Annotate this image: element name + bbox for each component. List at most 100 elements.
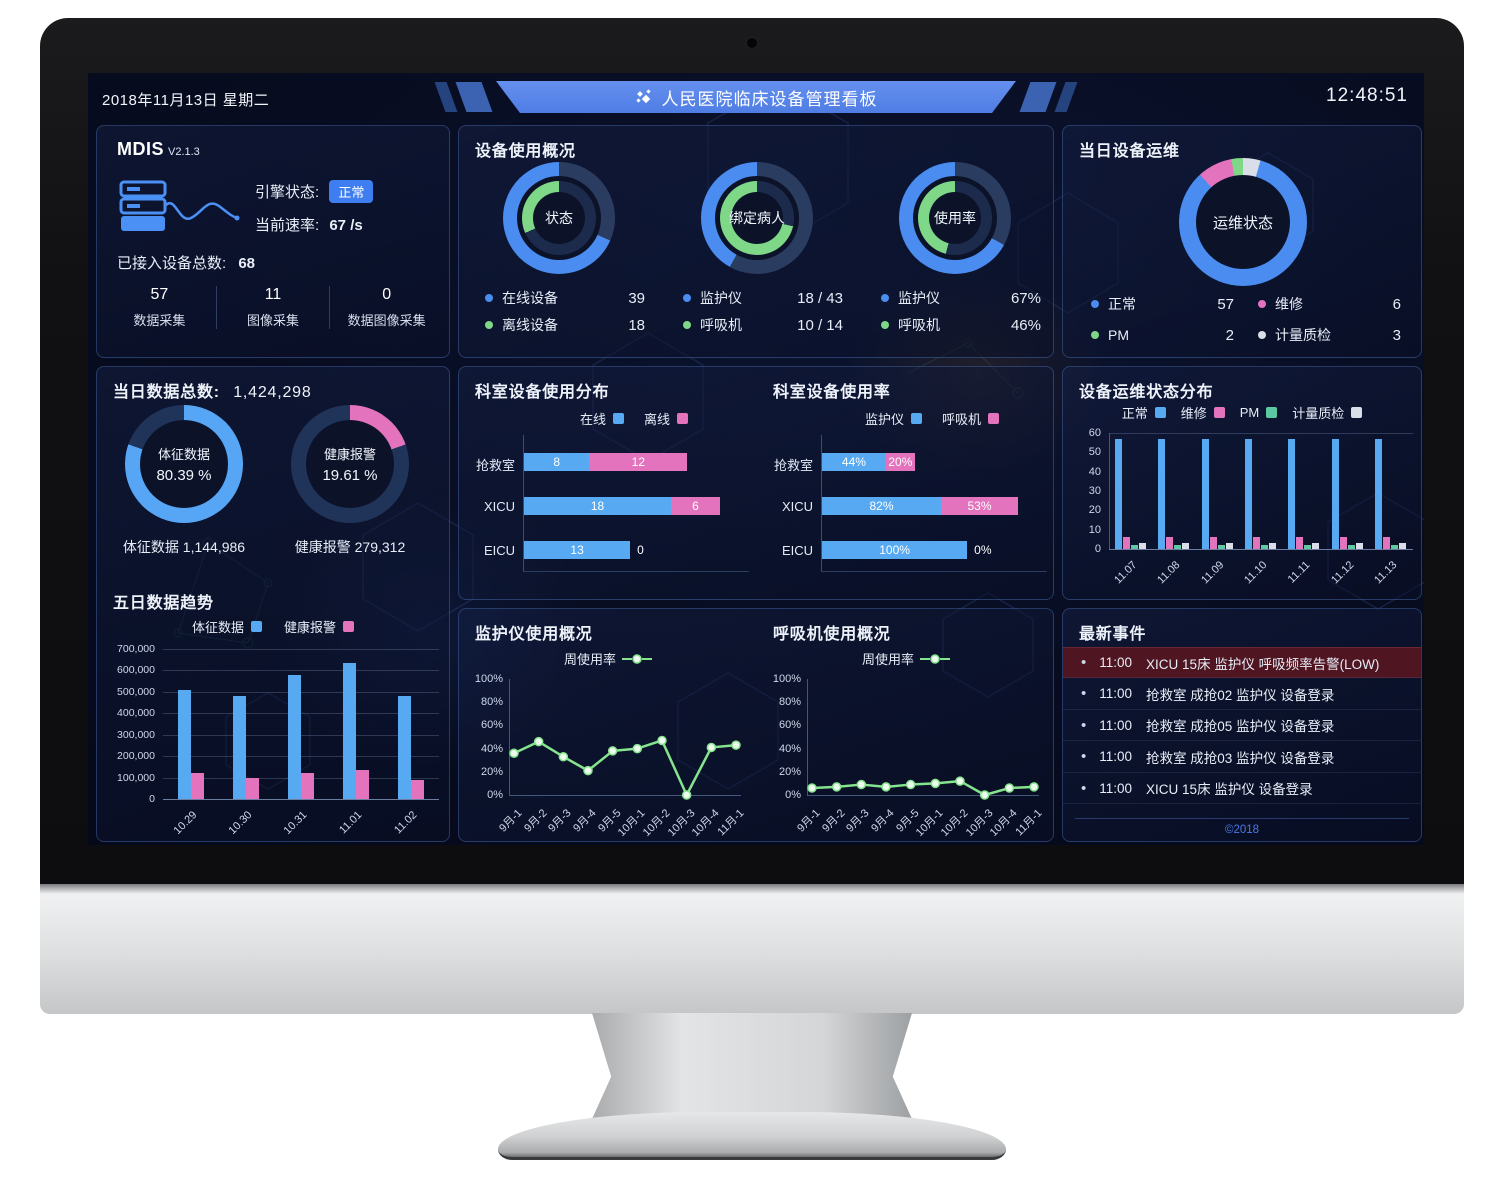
ops-legend-item[interactable]: PM 2 — [1091, 325, 1234, 345]
panel-ops-today: 当日设备运维 运维状态 正常 57 维修 6 PM 2 计量质检 3 — [1062, 125, 1422, 358]
bar-正常 — [1245, 438, 1252, 549]
blue-dot-icon — [881, 294, 889, 302]
y-tick-label: 100,000 — [117, 771, 155, 784]
legend-label: 维修 — [1180, 406, 1207, 421]
legend-value: 18 / 43 — [797, 289, 843, 307]
data-today-title: 当日数据总数: 1,424,298 — [113, 378, 312, 402]
donut-legend-item[interactable]: 监护仪 18 / 43 — [683, 288, 843, 308]
donut-cover — [929, 192, 981, 244]
event-time: 11:00 — [1099, 717, 1133, 733]
y-axis-line — [821, 435, 822, 571]
hbar-series-b — [671, 497, 720, 515]
x-axis-line — [523, 571, 749, 572]
y-tick-label: 20 — [1088, 504, 1101, 517]
ops-legend-item[interactable]: 正常 57 — [1091, 294, 1234, 314]
donut-legend-item[interactable]: 在线设备 39 — [485, 288, 645, 308]
donut-legend-item[interactable]: 监护仪 67% — [881, 288, 1041, 308]
event-text: XICU 15床 监护仪 呼吸频率告警(LOW) — [1146, 656, 1380, 672]
event-text: 抢救室 成抢03 监护仪 设备登录 — [1146, 750, 1335, 766]
chart-legend-item[interactable]: 离线 — [644, 409, 689, 428]
bar-health-alarm — [356, 770, 370, 799]
x-tick-label: 11.01 — [337, 809, 365, 837]
legend-label: 周使用率 — [861, 652, 914, 667]
hbar-value-b: 20% — [888, 455, 913, 469]
event-row: • 11:00 抢救室 成抢05 监护仪 设备登录 — [1063, 710, 1421, 741]
donut-chart: 状态 — [503, 162, 615, 274]
category-label: EICU — [483, 543, 515, 558]
legend-value: 67% — [1010, 289, 1041, 307]
camera-dot-icon — [747, 38, 757, 48]
header-clock: 12:48:51 — [1326, 85, 1408, 106]
bar-vital-data — [288, 674, 301, 799]
donut-legend-item[interactable]: 离线设备 18 — [485, 315, 645, 335]
y-tick-label: 20% — [480, 765, 503, 778]
legend-label: 离线 — [644, 412, 671, 427]
chart-legend-item[interactable]: 正常 — [1122, 403, 1166, 422]
chart-legend-item[interactable]: PM — [1240, 403, 1278, 422]
x-tick-label: 11.02 — [392, 809, 420, 837]
blue-dot-icon — [683, 294, 691, 302]
ops-dist-legend[interactable]: 正常 维修 PM 计量质检 — [1063, 403, 1421, 422]
bar-health-alarm — [301, 773, 314, 799]
data-today-value: 1,424,298 — [233, 384, 312, 401]
chart-legend-item[interactable]: 计量质检 — [1292, 403, 1363, 422]
line-legend[interactable]: 周使用率 — [459, 649, 757, 668]
five-day-legend[interactable]: 体征数据 健康报警 — [97, 617, 449, 636]
event-row: • 11:00 抢救室 成抢03 监护仪 设备登录 — [1063, 742, 1421, 773]
ops-status-donut: 运维状态 — [1179, 158, 1307, 286]
panel-events: 最新事件 • 11:00 XICU 15床 监护仪 呼吸频率告警(LOW) • 11:0… — [1062, 608, 1422, 842]
line-legend[interactable]: 周使用率 — [757, 649, 1055, 668]
banner-slash-decoration — [1019, 82, 1057, 112]
donut-legend-item[interactable]: 呼吸机 10 / 14 — [683, 315, 843, 335]
engine-status-label: 引擎状态: — [255, 184, 320, 201]
chart-legend-item[interactable]: 体征数据 — [192, 617, 262, 636]
banner-slash-decoration — [1054, 82, 1078, 112]
gridline — [1109, 433, 1413, 434]
chart-legend-item[interactable]: 呼吸机 — [942, 409, 1000, 428]
dept-dist-legend[interactable]: 在线 离线 — [519, 409, 749, 428]
chart-legend-item[interactable]: 维修 — [1181, 403, 1225, 422]
hbar-value-b: 53% — [967, 499, 992, 513]
ops-legend-item[interactable]: 维修 6 — [1258, 294, 1401, 314]
donut-legend-item[interactable]: 呼吸机 46% — [881, 315, 1041, 335]
chart-legend-item[interactable]: 健康报警 — [284, 617, 355, 636]
events-footer: ©2018 — [1075, 818, 1409, 836]
chart-legend-item[interactable]: 监护仪 — [865, 409, 922, 428]
donut-center-label: 体征数据 80.39 % — [125, 405, 243, 523]
legend-value: 18 — [628, 316, 645, 334]
gridline — [163, 713, 439, 715]
category-label: XICU — [781, 499, 813, 514]
donut-center-line1: 健康报警 — [323, 447, 376, 462]
pink-square-icon — [677, 413, 689, 424]
event-row-alert: • 11:00 XICU 15床 监护仪 呼吸频率告警(LOW) — [1063, 647, 1421, 678]
data-donut-caption: 健康报警 279,312 — [294, 539, 406, 555]
bar-维修 — [1383, 537, 1391, 549]
donut-center-label: 绑定病人 — [729, 210, 785, 226]
chart-legend-item[interactable]: 在线 — [580, 409, 624, 428]
x-axis-line — [807, 795, 1039, 796]
mdis-stats: 57 数据采集 11 图像采集 0 数据图像采集 — [103, 286, 443, 329]
banner-slash-decoration — [455, 82, 493, 112]
monitor-usage-chart: 周使用率 100% 80% 60% 40% 20% 0% 9月-1 9月-2 9月-3 9月-4 9月… — [459, 643, 757, 841]
y-tick-label: 50 — [1088, 446, 1101, 459]
bar-vital-data — [232, 696, 246, 799]
data-donut: 体征数据 80.39 % — [125, 405, 243, 523]
donut-cover — [533, 192, 585, 244]
panel-ops-dist: 设备运维状态分布 正常 维修 PM 计量质检 60 50 40 30 20 10 0 11.07 11… — [1062, 366, 1422, 600]
y-tick-label: 300,000 — [117, 728, 155, 741]
donut-chart: 绑定病人 — [701, 162, 813, 274]
teal-square-icon — [1266, 407, 1278, 418]
hbar-series-a — [524, 453, 590, 471]
legend-label: 呼吸机 — [898, 317, 940, 333]
ops-legend-item[interactable]: 计量质检 3 — [1258, 325, 1401, 345]
legend-label: 计量质检 — [1275, 327, 1331, 343]
dept-rate-legend[interactable]: 监护仪 呼吸机 — [817, 409, 1047, 428]
rate-label: 当前速率: — [255, 217, 320, 234]
pink-square-icon — [988, 413, 1000, 424]
mdis-name: MDIS — [117, 139, 164, 159]
hbar-value-a: 13 — [570, 543, 584, 557]
five-day-title: 五日数据趋势 — [113, 595, 214, 612]
pink-square-icon — [343, 621, 355, 632]
bullet-icon: • — [1081, 685, 1087, 702]
donut-center-line1: 体征数据 — [157, 447, 210, 462]
